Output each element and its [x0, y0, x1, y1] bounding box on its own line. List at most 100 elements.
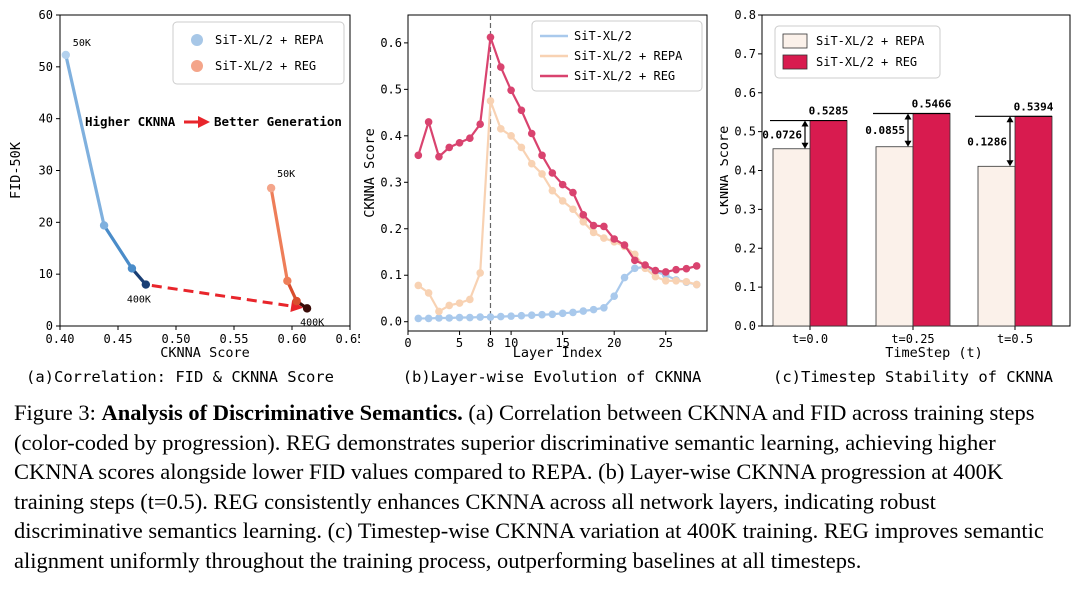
series-2-point: [517, 106, 526, 115]
y-tick-label: 0.3: [734, 202, 756, 216]
legend-label: SiT-XL/2 + REPA: [574, 49, 683, 63]
x-tick-label: 15: [555, 336, 569, 350]
caption-prefix: Figure 3:: [14, 400, 102, 425]
y-tick-label: 0.4: [380, 129, 402, 143]
series-1-point: [476, 269, 484, 277]
series-1-point: [672, 277, 680, 285]
plot-frame: [407, 14, 708, 332]
series-0-point: [527, 311, 536, 320]
series-1-point: [292, 296, 301, 306]
caption-title: Analysis of Discriminative Semantics.: [101, 400, 463, 425]
series-1-point: [651, 272, 660, 281]
x-tick-label: 0.50: [162, 332, 191, 346]
bar-reg: [1014, 115, 1053, 327]
progress-arrow-line: [151, 284, 294, 308]
repa-end-label: 400K: [127, 295, 151, 306]
series-1-point: [538, 170, 546, 178]
series-0-point: [538, 310, 546, 319]
series-0-point: [507, 312, 515, 320]
panel-c-timestep-cknna: 0.0 0.1 0.2 0.3 0.4 0.5 0.6 0.7 0.8 CKNNA Score Ti…: [716, 0, 1080, 395]
x-tick-label: 25: [659, 336, 673, 350]
series-1-point: [517, 143, 526, 152]
series-1-point: [486, 97, 495, 105]
series-1-point: [692, 280, 701, 289]
legend-label: SiT-XL/2 + REG: [816, 55, 917, 69]
chart-a: 0.40 0.45 0.50 0.55 0.60 0.65 0 10 20 30 40 50 60 CKN…: [8, 8, 364, 386]
series-2-point: [682, 264, 691, 273]
legend-label: SiT-XL/2: [574, 29, 632, 43]
y-tick-label: 0.3: [380, 175, 402, 189]
series-0-segment: [64, 53, 106, 228]
subplot-caption: (a)Correlation: FID & CKNNA Score: [26, 368, 334, 386]
y-tick-label: 0: [46, 319, 53, 333]
bar-reg: [809, 120, 848, 327]
series-2-point: [466, 134, 474, 142]
series-2-point: [692, 262, 701, 270]
series-0-point: [424, 314, 433, 323]
series-0-point: [99, 221, 109, 230]
legend-label: SiT-XL/2 + REPA: [816, 34, 925, 48]
y-tick-label: 0.0: [380, 315, 402, 329]
message-left: Higher CKNNA: [85, 114, 176, 129]
x-tick-label: 0.60: [278, 332, 307, 346]
series-0-point: [61, 50, 70, 60]
series-2-point: [661, 268, 670, 276]
series-1-point: [435, 307, 443, 316]
y-tick-label: 0.7: [734, 47, 756, 61]
series-1-point: [569, 205, 577, 214]
repa-start-label: 50K: [73, 38, 91, 49]
series-0-point: [569, 308, 577, 317]
x-tick-label: 0.65: [336, 332, 360, 346]
bar-repa: [977, 165, 1016, 327]
y-tick-label: 0.2: [380, 222, 402, 236]
series-1-segment: [269, 186, 289, 283]
x-tick-label: 5: [456, 336, 463, 350]
x-tick-label: t=0.25: [891, 332, 934, 346]
legend-label: SiT-XL/2 + REG: [574, 69, 675, 83]
y-axis-label: CKNNA Score: [362, 128, 378, 217]
series-2-point: [445, 143, 454, 152]
x-tick-label: 0: [404, 336, 411, 350]
series-0-point: [476, 313, 484, 321]
series-2-point: [527, 129, 536, 138]
legend-label: SiT-XL/2 + REG: [215, 59, 316, 73]
value-label: 0.5285: [809, 105, 849, 118]
bar-reg: [912, 113, 951, 327]
figure-caption: Figure 3: Analysis of Discriminative Sem…: [14, 398, 1070, 575]
reg-end-label: 400K: [300, 317, 324, 328]
y-tick-label: 0.5: [380, 82, 402, 96]
series-2-point: [651, 266, 660, 275]
subplot-caption: (b)Layer-wise Evolution of CKNNA: [403, 368, 702, 386]
y-tick-label: 50: [39, 60, 53, 74]
series-2-point: [558, 180, 567, 189]
series-1-point: [414, 281, 423, 290]
legend-box: [172, 21, 345, 85]
series-0-point: [414, 314, 423, 323]
series-0-point: [620, 273, 629, 282]
subplot-caption: (c)Timestep Stability of CKNNA: [773, 368, 1054, 386]
series-0-point: [579, 307, 588, 315]
x-tick-label: 0.45: [104, 332, 133, 346]
series-0-point: [600, 303, 608, 312]
series-1-point: [266, 183, 276, 193]
series-2-point: [641, 261, 649, 269]
series-1-point: [579, 217, 588, 226]
y-tick-label: 0.5: [734, 125, 756, 139]
legend-label: SiT-XL/2 + REPA: [215, 33, 324, 47]
series-2-point: [414, 151, 423, 160]
y-axis-label: FID-50K: [8, 141, 24, 199]
diff-arrow-head-top: [801, 120, 809, 127]
series-2-point: [579, 211, 588, 219]
series-2-point: [610, 235, 619, 243]
reg-start-label: 50K: [277, 169, 295, 180]
series-2-point: [435, 152, 443, 161]
series-0-point: [486, 313, 495, 321]
diff-arrow-head-top: [904, 113, 912, 120]
y-tick-label: 10: [39, 267, 53, 281]
chart-c: 0.0 0.1 0.2 0.3 0.4 0.5 0.6 0.7 0.8 CKNNA Score Ti…: [716, 8, 1071, 386]
series-1-point: [455, 299, 464, 307]
series-1-point: [466, 295, 474, 304]
value-label: 0.5466: [912, 98, 952, 111]
bar-repa: [772, 148, 811, 327]
y-tick-label: 0.4: [734, 164, 756, 178]
